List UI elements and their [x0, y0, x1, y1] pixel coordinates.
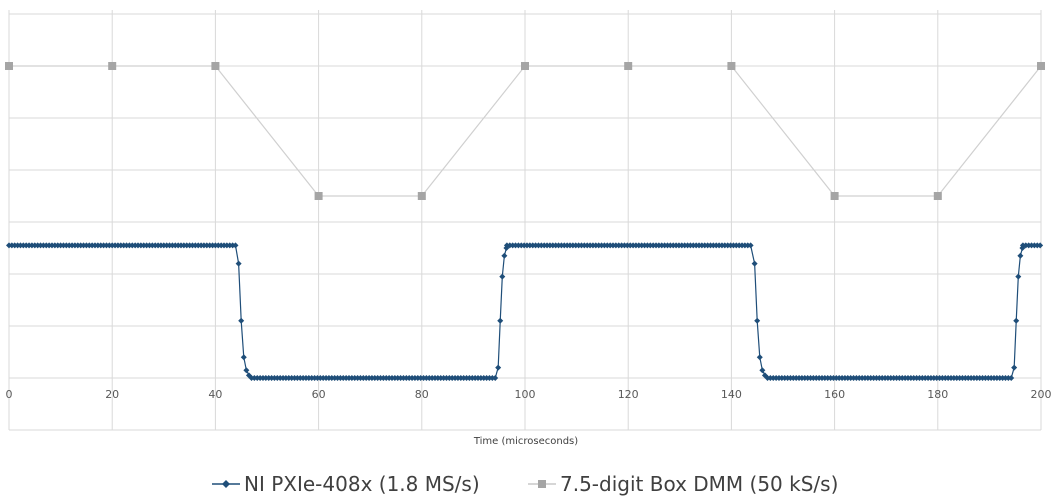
- pxie-data-point: [232, 242, 239, 249]
- x-tick-label: 200: [1031, 388, 1052, 401]
- pxie-data-point: [238, 317, 245, 324]
- pxie-data-point: [1008, 375, 1015, 381]
- x-tick-label: 100: [515, 388, 536, 401]
- pxie-data-point: [235, 260, 242, 267]
- x-tick-label: 20: [105, 388, 119, 401]
- dmm-data-point: [5, 62, 13, 70]
- dmm-data-point: [1037, 62, 1045, 70]
- pxie-data-point: [243, 367, 250, 374]
- dmm-data-point: [624, 62, 633, 70]
- series-layer: [5, 62, 1045, 381]
- pxie-data-point: [1011, 364, 1018, 371]
- pxie-data-point: [754, 317, 761, 324]
- dmm-data-point: [417, 192, 426, 200]
- pxie-data-point: [756, 354, 763, 361]
- x-tick-label: 0: [6, 388, 13, 401]
- pxie-data-point: [1037, 242, 1044, 249]
- x-axis-title: Time (microseconds): [473, 436, 578, 447]
- pxie-data-point: [497, 317, 504, 324]
- legend-label-dmm: 7.5-digit Box DMM (50 kS/s): [560, 472, 838, 496]
- x-tick-label: 120: [618, 388, 639, 401]
- pxie-data-point: [495, 364, 502, 371]
- pxie-data-point: [499, 273, 506, 280]
- pxie-data-point: [492, 375, 499, 381]
- dmm-data-point: [727, 62, 736, 70]
- pxie-data-point: [1015, 273, 1022, 280]
- gridlines: [8, 10, 1042, 431]
- dmm-data-point: [830, 192, 839, 200]
- x-axis-ticks: 0 20 40 60 80 100 120 140 160 180 200: [6, 388, 1052, 401]
- dmm-data-point: [933, 192, 942, 200]
- legend-label-pxie: NI PXIe-408x (1.8 MS/s): [244, 472, 480, 496]
- legend-marker-pxie: [222, 480, 230, 488]
- pxie-data-point: [759, 367, 766, 374]
- x-tick-label: 40: [208, 388, 222, 401]
- legend-marker-dmm: [538, 480, 546, 488]
- dmm-data-point: [211, 62, 220, 70]
- x-tick-label: 60: [312, 388, 326, 401]
- x-tick-label: 180: [927, 388, 948, 401]
- dmm-data-point: [108, 62, 117, 70]
- dmm-data-point: [521, 62, 529, 70]
- x-tick-label: 160: [824, 388, 845, 401]
- legend: NI PXIe-408x (1.8 MS/s) 7.5-digit Box DMM…: [212, 472, 838, 496]
- pxie-data-point: [1013, 317, 1020, 324]
- pxie-data-point: [501, 252, 508, 259]
- x-tick-label: 140: [721, 388, 742, 401]
- pxie-data-point: [751, 260, 758, 267]
- dmm-data-point: [314, 192, 323, 200]
- pxie-data-point: [747, 242, 754, 249]
- x-tick-label: 80: [415, 388, 429, 401]
- pxie-data-point: [1017, 252, 1024, 259]
- pxie-data-point: [240, 354, 247, 361]
